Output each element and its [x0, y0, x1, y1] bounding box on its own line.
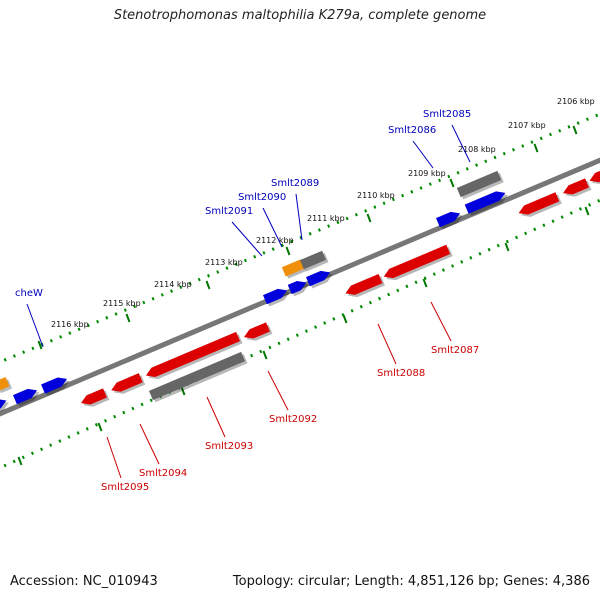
inner-major-tick: [180, 386, 186, 396]
inner-major-tick: [584, 206, 590, 216]
gene-arrow-forward[interactable]: [287, 277, 311, 297]
gene-label[interactable]: Smlt2095: [101, 482, 149, 493]
gene-label[interactable]: Smlt2093: [205, 441, 253, 452]
label-leader-line: [26, 303, 44, 348]
gene-arrow-reverse[interactable]: [382, 244, 453, 284]
gene-label[interactable]: Smlt2091: [205, 206, 253, 217]
gene-label[interactable]: Smlt2090: [238, 192, 286, 203]
kbp-tick-label: 2112 kbp: [256, 236, 294, 245]
label-leader-line: [451, 124, 471, 163]
gene-label[interactable]: Smlt2086: [388, 125, 436, 136]
gene-box-gray[interactable]: [149, 351, 248, 403]
gene-label[interactable]: Smlt2089: [271, 178, 319, 189]
label-leader-line: [430, 301, 452, 342]
gene-arrow-reverse[interactable]: [344, 273, 385, 300]
label-leader-line: [377, 323, 397, 365]
outer-major-tick: [572, 125, 578, 135]
label-leader-line: [231, 221, 263, 257]
kbp-tick-label: 2109 kbp: [408, 169, 446, 178]
gene-arrow-reverse[interactable]: [109, 373, 146, 398]
gene-label[interactable]: Smlt2085: [423, 109, 471, 120]
kbp-tick-label: 2111 kbp: [307, 214, 345, 223]
label-leader-line: [267, 370, 289, 411]
kbp-tick-label: 2107 kbp: [508, 121, 546, 130]
accession-text: Accession: NC_010943: [10, 574, 158, 589]
gene-arrow-forward[interactable]: [0, 395, 11, 415]
label-leader-line: [412, 140, 434, 169]
outer-major-tick: [449, 178, 455, 188]
inner-major-tick: [17, 456, 23, 466]
outer-major-tick: [37, 340, 43, 350]
gene-arrow-forward[interactable]: [306, 267, 335, 289]
gene-label[interactable]: cheW: [15, 288, 43, 299]
outer-tick-track: [0, 112, 600, 364]
label-leader-line: [206, 396, 226, 438]
kbp-tick-label: 2114 kbp: [154, 280, 192, 289]
kbp-tick-label: 2113 kbp: [205, 258, 243, 267]
gene-arrow-orange[interactable]: [0, 376, 13, 394]
gene-arrow-forward[interactable]: [436, 208, 465, 230]
inner-major-tick: [97, 422, 103, 432]
inner-major-tick: [262, 350, 268, 360]
kbp-tick-label: 2116 kbp: [51, 320, 89, 329]
inner-major-tick: [504, 242, 510, 252]
gene-arrow-reverse[interactable]: [79, 388, 110, 411]
kbp-tick-label: 2115 kbp: [103, 299, 141, 308]
gene-arrow-reverse[interactable]: [561, 178, 592, 201]
gene-label[interactable]: Smlt2087: [431, 345, 479, 356]
label-leader-line: [262, 207, 283, 248]
gene-box-gray[interactable]: [300, 250, 329, 272]
inner-major-tick: [422, 278, 428, 288]
outer-major-tick: [285, 246, 291, 256]
genome-stats: Topology: circular; Length: 4,851,126 bp…: [232, 574, 590, 589]
outer-major-tick: [533, 143, 539, 153]
inner-tick-track: [0, 198, 600, 470]
label-leader-line: [295, 193, 303, 241]
outer-major-tick: [205, 280, 211, 290]
gene-arrow-reverse[interactable]: [517, 192, 562, 221]
gene-arrow-reverse[interactable]: [242, 322, 273, 345]
map-title: Stenotrophomonas maltophilia K279a, comp…: [113, 8, 487, 23]
gene-box-gray[interactable]: [456, 170, 504, 200]
gene-arrow-forward[interactable]: [41, 374, 71, 397]
kbp-tick-label: 2110 kbp: [357, 191, 395, 200]
outer-major-tick: [125, 313, 131, 323]
gene-arrow-reverse[interactable]: [144, 331, 243, 383]
gene-arrow-forward[interactable]: [13, 385, 42, 407]
gene-arrow-orange[interactable]: [281, 259, 307, 279]
kbp-tick-label: 2108 kbp: [458, 145, 496, 154]
label-leader-line: [106, 436, 122, 479]
gene-label[interactable]: Smlt2088: [377, 368, 425, 379]
label-leader-line: [139, 423, 160, 465]
outer-major-tick: [366, 213, 372, 223]
gene-label[interactable]: Smlt2094: [139, 468, 187, 479]
inner-major-tick: [342, 314, 348, 324]
gene-arrow-forward[interactable]: [464, 188, 510, 217]
gene-label[interactable]: Smlt2092: [269, 414, 317, 425]
gene-arrow-forward[interactable]: [263, 285, 292, 307]
kbp-tick-label: 2106 kbp: [557, 97, 595, 106]
